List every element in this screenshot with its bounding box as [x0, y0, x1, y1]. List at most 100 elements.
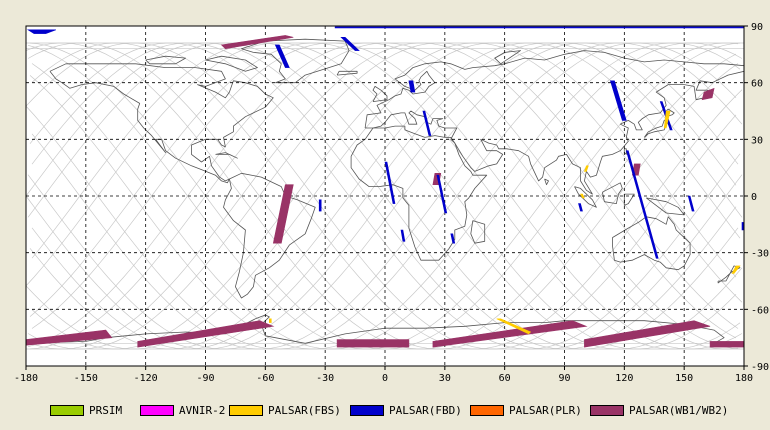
swath-palsar-fbd	[436, 174, 448, 214]
x-tick-label: -90	[196, 373, 214, 384]
orbit-track	[27, 42, 739, 350]
y-tick-label: 90	[751, 22, 763, 33]
x-tick-label: 60	[499, 373, 511, 384]
orbit-track	[27, 42, 739, 350]
x-tick-label: -30	[316, 373, 334, 384]
world-map: -180 -150 -120 -90 -60 -30 0 30 60 90 120 150 180 90 6…	[14, 22, 769, 384]
orbit-track	[27, 42, 739, 350]
x-tick-label: -60	[256, 373, 274, 384]
observation-swaths	[25, 26, 745, 348]
legend-item-palsar-plr: PALSAR(PLR)	[470, 402, 582, 418]
swath-palsar-fbs	[496, 318, 532, 335]
orbit-track	[29, 42, 741, 350]
y-tick-label: -30	[751, 249, 769, 260]
legend-swatch	[470, 404, 504, 416]
y-tick-label: 60	[751, 79, 763, 90]
swath-palsar-wb1-wb2	[220, 35, 294, 50]
legend-label: PALSAR(PLR)	[509, 403, 582, 417]
swath-palsar-wb1-wb2	[336, 339, 410, 348]
legend-item-prsim: PRSIM	[50, 402, 122, 418]
swath-palsar-fbd	[578, 203, 583, 212]
swath-palsar-fbs	[663, 110, 671, 129]
swath-palsar-wb1-wb2	[432, 320, 588, 348]
swath-palsar-fbd	[687, 195, 695, 212]
swath-palsar-wb1-wb2	[709, 341, 745, 348]
swath-palsar-wb1-wb2	[137, 320, 275, 348]
orbit-track	[31, 42, 743, 350]
swath-palsar-fbd	[450, 233, 456, 244]
x-tick-label: 90	[558, 373, 570, 384]
coastline	[215, 152, 238, 159]
swath-palsar-fbs	[583, 165, 589, 172]
orbit-track	[25, 42, 737, 350]
y-tick-label: 0	[751, 192, 757, 203]
x-tick-label: -180	[14, 373, 38, 384]
coastline	[145, 55, 186, 65]
x-tick-label: 180	[735, 373, 753, 384]
x-tick-label: 0	[382, 373, 388, 384]
x-tick-label: 30	[439, 373, 451, 384]
orbit-track	[29, 42, 741, 350]
swath-palsar-fbd	[384, 161, 396, 204]
coastline	[336, 70, 358, 76]
orbit-tracks	[25, 42, 744, 350]
coastline	[470, 220, 486, 244]
coastline	[612, 216, 691, 271]
swath-palsar-wb1-wb2	[701, 87, 715, 101]
legend-item-palsar-fbd: PALSAR(FBD)	[350, 402, 462, 418]
y-tick-label: -90	[751, 362, 769, 373]
x-tick-label: -150	[74, 373, 98, 384]
coastline	[205, 55, 258, 72]
legend-label: AVNIR-2	[179, 403, 226, 417]
legend-swatch	[229, 404, 263, 416]
axis-ticks: -180 -150 -120 -90 -60 -30 0 30 60 90 120 150 180 90 6…	[14, 22, 769, 384]
swath-palsar-fbd	[340, 36, 360, 51]
x-tick-label: -120	[134, 373, 158, 384]
swath-palsar-fbd	[625, 150, 659, 259]
x-tick-label: 150	[675, 373, 693, 384]
y-tick-label: -60	[751, 305, 769, 316]
orbit-track	[31, 42, 743, 350]
orbit-track	[31, 42, 743, 350]
x-tick-label: 120	[615, 373, 633, 384]
legend-swatch	[140, 404, 174, 416]
legend-label: PRSIM	[89, 403, 123, 417]
swath-palsar-fbd	[334, 26, 745, 29]
swath-palsar-fbs	[731, 265, 741, 274]
swath-palsar-fbd	[26, 29, 57, 34]
legend-item-palsar-fbs: PALSAR(FBS)	[229, 402, 341, 418]
swath-palsar-fbs	[580, 193, 585, 199]
coastline	[602, 182, 623, 204]
lat-lon-grid	[26, 26, 744, 366]
coastline	[544, 178, 549, 186]
legend-item-avnir2: AVNIR-2	[140, 402, 225, 418]
swath-palsar-fbs	[268, 318, 272, 323]
legend-swatch	[350, 404, 384, 416]
coastline	[350, 125, 488, 261]
orbit-track	[31, 42, 743, 350]
coastline	[574, 186, 597, 208]
coastline	[717, 265, 741, 284]
legend-swatch	[590, 404, 624, 416]
swath-palsar-fbd	[408, 80, 416, 93]
legend-swatch	[50, 404, 84, 416]
orbit-track	[25, 42, 737, 350]
coastline	[49, 63, 274, 184]
orbit-track	[31, 42, 743, 350]
coastline	[623, 148, 627, 155]
swath-palsar-wb1-wb2	[272, 184, 294, 244]
coastline	[372, 86, 388, 102]
swath-palsar-fbd	[422, 110, 432, 136]
swath-palsar-wb1-wb2	[584, 320, 711, 348]
legend-label: PALSAR(FBD)	[389, 403, 462, 417]
legend: PRSIM AVNIR-2 PALSAR(FBS) PALSAR(FBD) PA…	[0, 400, 770, 422]
orbit-track	[29, 42, 741, 350]
legend-label: PALSAR(WB1/WB2)	[629, 403, 729, 417]
y-tick-label: 30	[751, 135, 763, 146]
legend-label: PALSAR(FBS)	[268, 403, 341, 417]
swath-palsar-fbd	[400, 229, 406, 242]
swath-palsar-fbd	[318, 199, 322, 212]
swath-palsar-fbd	[609, 80, 627, 121]
swath-palsar-fbd	[274, 44, 290, 68]
legend-item-palsar-wb: PALSAR(WB1/WB2)	[590, 402, 728, 418]
